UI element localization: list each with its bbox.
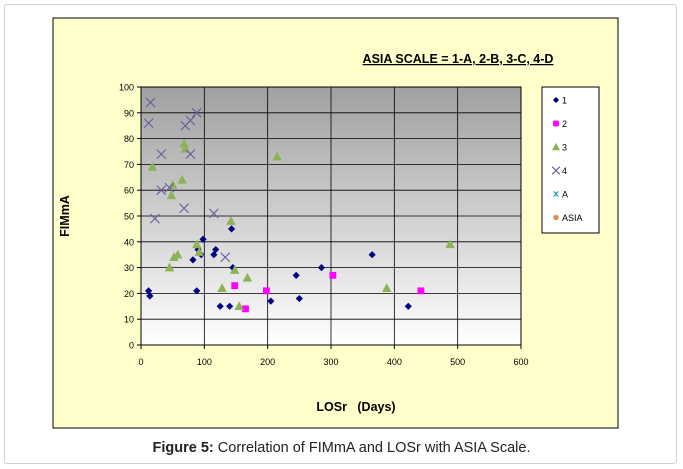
point-square [553,120,559,127]
y-tick-label: 50 [124,212,134,222]
point-diamond [552,96,560,104]
tick-labels: 0 10 20 30 40 50 60 70 80 90 100 0 100 200 300 400 500 60… [119,83,529,368]
point-x [185,149,196,159]
point-square [417,287,425,295]
legend [541,86,600,234]
x-tick-label: 300 [323,357,338,367]
point-triangle [551,142,561,151]
caption-label: Figure 5: [152,440,214,456]
point-triangle [242,272,253,282]
scatter-chart: 0 10 20 30 40 50 60 70 80 90 100 0 100 200 300 400 500 60… [52,17,619,429]
legend-label: ASIA [562,213,583,223]
x-tick-label: 200 [260,357,275,367]
point-x [191,107,202,118]
legend-label: 1 [562,96,567,106]
y-tick-label: 70 [124,160,134,170]
point-diamond [146,292,154,300]
y-tick-label: 10 [124,315,134,325]
point-x [145,97,156,108]
legend-items: 1 2 3 4 A ASIA [551,96,583,223]
legend-label: 4 [562,166,567,176]
point-triangle [180,143,191,153]
y-tick-label: 80 [124,134,134,144]
point-triangle [172,249,183,259]
point-x [220,252,231,263]
x-axis-label: LOSr (Days) [316,400,395,414]
x-tick-label: 100 [197,357,212,367]
x-tick-label: 500 [450,357,465,367]
point-diamond [317,264,326,272]
point-x [156,185,167,196]
point-triangle [166,190,177,200]
point-square [329,271,337,279]
point-x [150,213,160,224]
point-square [242,305,249,313]
legend-label: A [562,190,568,200]
point-diamond [189,256,197,264]
point-x [179,203,189,214]
y-tick-label: 20 [124,289,134,299]
point-x [551,166,561,175]
point-triangle [226,216,236,225]
point-triangle [147,161,158,171]
y-tick-label: 0 [129,341,134,351]
point-triangle [194,247,205,256]
point-diamond [292,271,300,279]
y-tick-label: 90 [124,108,134,118]
point-x [164,182,175,193]
x-tick-label: 600 [513,357,528,367]
x-tick-label: 400 [387,357,402,367]
x-tick-label: 0 [138,357,143,367]
point-diamond [199,235,207,243]
point-diamond [193,287,201,295]
point-triangle [164,262,175,272]
point-triangle [381,283,392,292]
point-x [143,118,154,129]
point-x [185,115,196,126]
point-triangle [191,239,202,249]
point-diamond [295,294,303,303]
y-axis-label: FIMmA [58,195,72,237]
point-triangle [445,239,455,249]
point-triangle [234,301,244,311]
point-x [156,149,167,159]
chart-title: ASIA SCALE = 1-A, 2-B, 3-C, 4-D [363,52,554,66]
point-triangle [177,174,187,184]
point-triangle [169,252,179,262]
point-square [231,282,239,290]
point-triangle [179,138,189,148]
point-triangle [229,265,240,274]
point-diamond [145,287,153,295]
point-diamond [227,225,236,233]
y-tick-label: 100 [119,83,134,93]
point-diamond [368,251,376,259]
data-points [143,97,455,313]
figure-caption: Figure 5: Correlation of FIMmA and LOSr … [0,440,683,456]
point-diamond [404,302,412,310]
point-triangle [272,151,282,161]
point-square [263,287,270,295]
y-tick-label: 40 [124,237,134,247]
point-diamond [210,251,218,259]
caption-text: Correlation of FIMmA and LOSr with ASIA … [217,440,531,456]
point-diamond [226,302,234,310]
point-x [208,208,219,219]
legend-label: 3 [562,143,567,153]
y-tick-label: 30 [124,263,134,273]
point-triangle [217,283,227,292]
legend-label: 2 [562,119,567,129]
y-tick-label: 60 [124,186,134,196]
point-asterisk [553,191,559,197]
point-diamond [229,264,237,272]
point-diamond [216,302,224,310]
gridlines [141,87,521,345]
point-circle [553,214,559,221]
point-diamond [212,245,220,254]
point-diamond [267,297,275,305]
